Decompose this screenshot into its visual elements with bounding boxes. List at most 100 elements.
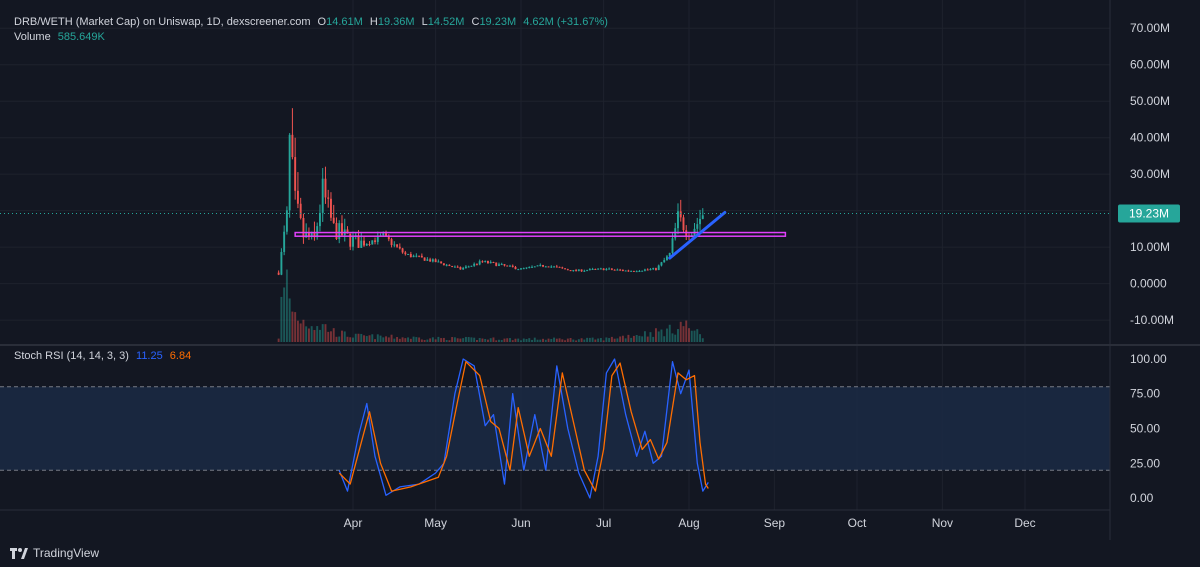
candle-body bbox=[657, 265, 660, 270]
candle-body bbox=[486, 260, 489, 264]
volume-bar bbox=[663, 336, 666, 342]
volume-bar bbox=[550, 338, 553, 342]
volume-bar bbox=[285, 269, 288, 342]
volume-bar bbox=[407, 337, 410, 342]
candle-body bbox=[613, 269, 616, 271]
volume-bar bbox=[674, 334, 677, 342]
candle-body bbox=[385, 233, 388, 236]
stoch-d-value: 6.84 bbox=[169, 350, 192, 362]
candle-body bbox=[635, 271, 638, 273]
volume-bar bbox=[467, 337, 470, 342]
candle-body bbox=[679, 211, 682, 218]
candle-body bbox=[363, 240, 365, 246]
candle-body bbox=[605, 269, 608, 271]
volume-bar bbox=[382, 337, 385, 342]
candle-body bbox=[390, 239, 393, 245]
candle-body bbox=[514, 266, 517, 270]
candle-body bbox=[285, 210, 288, 232]
candle-body bbox=[313, 232, 316, 238]
volume-bar bbox=[492, 337, 495, 342]
volume-label: Volume bbox=[14, 31, 51, 43]
volume-bar bbox=[624, 338, 627, 342]
volume-bar bbox=[396, 337, 399, 342]
candle-body bbox=[621, 270, 624, 272]
candle-body bbox=[577, 269, 580, 271]
volume-bar bbox=[591, 337, 594, 342]
volume-bar bbox=[296, 320, 299, 342]
volume-bar bbox=[393, 338, 396, 342]
volume-bar bbox=[420, 339, 423, 342]
volume-bar bbox=[445, 339, 448, 342]
volume-bar bbox=[484, 338, 487, 342]
candle-body bbox=[646, 269, 649, 271]
volume-bar bbox=[627, 334, 630, 342]
volume-bar bbox=[434, 339, 437, 342]
candle-body bbox=[506, 265, 509, 267]
last-price-badge-text: 19.23M bbox=[1129, 206, 1169, 220]
candle-body bbox=[459, 267, 462, 270]
close-label: C bbox=[471, 16, 480, 28]
candle-body bbox=[588, 269, 591, 271]
candle-body bbox=[442, 263, 445, 266]
x-tick-label: Jun bbox=[511, 516, 530, 530]
candle-body bbox=[330, 198, 332, 218]
candle-body bbox=[481, 261, 484, 263]
volume-bar bbox=[412, 336, 415, 342]
volume-bar bbox=[307, 328, 310, 342]
volume-bar bbox=[652, 336, 655, 342]
volume-bar bbox=[495, 340, 498, 342]
candle-body bbox=[630, 270, 633, 272]
volume-bar bbox=[610, 336, 613, 342]
y-tick-label: 0.0000 bbox=[1130, 277, 1167, 291]
tradingview-logo-icon bbox=[10, 547, 28, 559]
candle-body bbox=[602, 268, 605, 271]
candle-body bbox=[594, 268, 597, 270]
volume-bar bbox=[693, 330, 696, 342]
y-tick-label: 60.00M bbox=[1130, 58, 1170, 72]
volume-bar bbox=[321, 324, 324, 342]
candle-body bbox=[666, 256, 668, 260]
candle-body bbox=[522, 268, 525, 270]
stoch-y-tick-label: 75.00 bbox=[1130, 387, 1160, 401]
candle-body bbox=[470, 265, 473, 267]
candle-body bbox=[404, 252, 407, 255]
volume-bar bbox=[332, 328, 335, 342]
candle-body bbox=[418, 255, 421, 257]
trend-line[interactable] bbox=[668, 210, 727, 260]
volume-bar bbox=[470, 337, 473, 342]
volume-bar bbox=[696, 329, 699, 342]
tradingview-brand[interactable]: TradingView bbox=[10, 546, 99, 560]
stoch-legend: Stoch RSI (14, 14, 3, 3) 11.25 6.84 bbox=[14, 350, 195, 362]
volume-bar bbox=[660, 329, 663, 342]
volume-bar bbox=[528, 338, 531, 342]
volume-bar bbox=[324, 324, 327, 342]
support-zone-rectangle[interactable] bbox=[294, 231, 787, 237]
volume-bar bbox=[456, 338, 459, 342]
candle-body bbox=[305, 233, 308, 238]
candle-body bbox=[531, 266, 533, 268]
candle-body bbox=[520, 268, 522, 270]
candle-body bbox=[376, 235, 379, 242]
drawings[interactable] bbox=[294, 210, 787, 260]
volume-bar bbox=[426, 339, 429, 342]
candle-body bbox=[341, 223, 343, 236]
stoch-y-tick-label: 50.00 bbox=[1130, 422, 1160, 436]
candle-body bbox=[677, 211, 679, 229]
volume-bar bbox=[588, 337, 591, 342]
candle-body bbox=[649, 269, 652, 271]
candle-body bbox=[382, 233, 385, 236]
volume-bar bbox=[423, 340, 426, 342]
volume-bar bbox=[489, 338, 492, 342]
volume-bar bbox=[679, 321, 682, 342]
volume-bar bbox=[522, 338, 525, 342]
candle-body bbox=[517, 269, 520, 271]
candle-body bbox=[616, 269, 619, 271]
candle-body bbox=[349, 233, 352, 247]
volume-bar bbox=[338, 336, 341, 342]
volume-bar bbox=[517, 338, 520, 342]
volume-bar bbox=[547, 338, 550, 342]
y-tick-label: 50.00M bbox=[1130, 94, 1170, 108]
volume-bar bbox=[566, 338, 569, 342]
candle-body bbox=[696, 224, 699, 229]
